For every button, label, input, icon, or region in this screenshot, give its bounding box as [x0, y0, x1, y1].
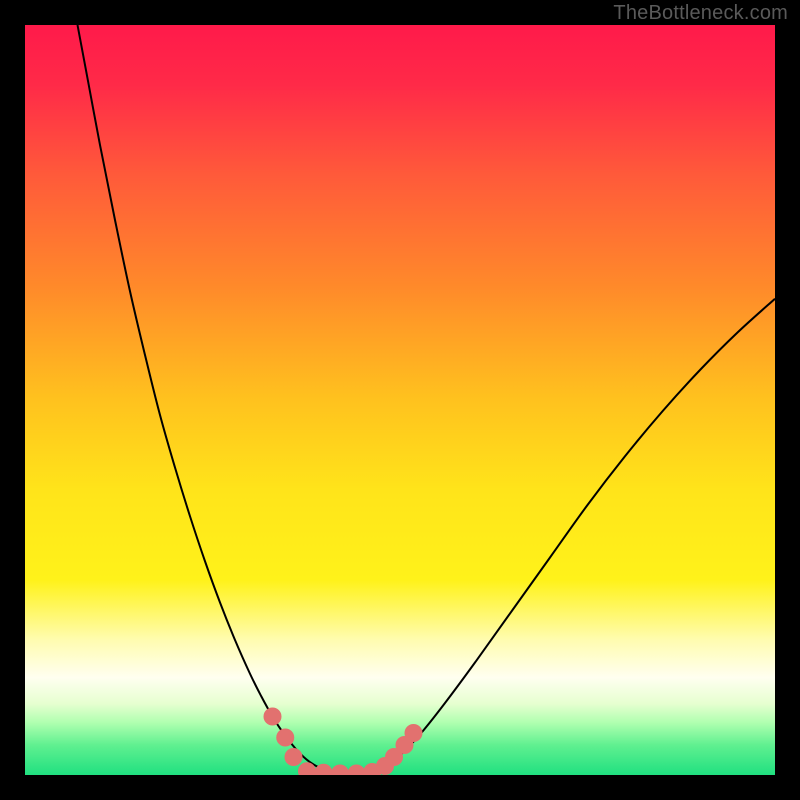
marker-point: [285, 748, 303, 766]
chart-frame: TheBottleneck.com: [0, 0, 800, 800]
watermark-text: TheBottleneck.com: [613, 2, 788, 25]
marker-point: [405, 724, 423, 742]
marker-point: [276, 729, 294, 747]
plot-area: [25, 25, 775, 775]
marker-point: [264, 708, 282, 726]
chart-svg: [25, 25, 775, 775]
gradient-background: [25, 25, 775, 775]
